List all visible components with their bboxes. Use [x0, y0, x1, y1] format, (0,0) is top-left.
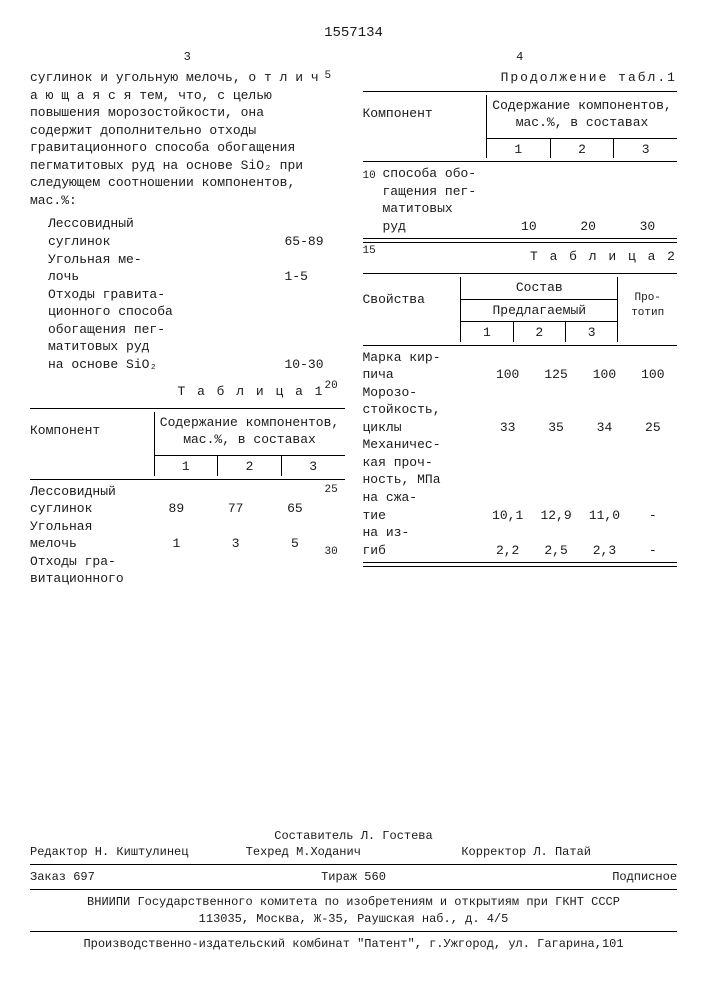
table-row: суглинок 89 77 65 — [30, 500, 325, 518]
footer-techred: Техред М.Ходанич — [246, 844, 462, 860]
line-marker-30: 30 — [325, 545, 345, 560]
footer-org1: ВНИИПИ Государственного комитета по изоб… — [30, 894, 677, 910]
left-column: 3 суглинок и угольную мелочь, о т л и ч … — [30, 49, 345, 588]
t1c-head-vals: Содержание компонентов, мас.%, в состава… — [487, 95, 677, 134]
table-row: матитовых — [383, 200, 678, 218]
t1-head-component: Компонент — [30, 412, 154, 476]
table2-label: Т а б л и ц а 2 — [383, 248, 678, 266]
doc-number: 1557134 — [30, 24, 677, 43]
table-row: Лессовидный — [30, 483, 325, 501]
footer-compiler: Составитель Л. Гостева — [30, 828, 677, 844]
table-row: витационного — [30, 570, 325, 588]
table-row: гащения пег- — [383, 183, 678, 201]
line-marker-5: 5 — [325, 69, 345, 209]
t2-head-prop: Свойства — [363, 277, 461, 342]
t1c-head-component: Компонент — [363, 95, 487, 159]
table1: Компонент Содержание компонентов, мас.%,… — [30, 408, 345, 588]
table1-cont: Компонент Содержание компонентов, мас.%,… — [363, 91, 678, 244]
right-column: 4 Продолжение табл.1 Компонент Содержани… — [363, 49, 678, 588]
line-marker-25: 25 — [325, 483, 345, 498]
table1-label: Т а б л и ц а 1 — [30, 383, 325, 401]
footer-editor: Редактор Н. Киштулинец — [30, 844, 246, 860]
t2-head-proto: Про-тотип — [618, 277, 677, 342]
t2-body: Марка кир- пича 100 125 100 100 Морозо- … — [363, 349, 678, 560]
footer: Составитель Л. Гостева Редактор Н. Кишту… — [30, 828, 677, 952]
component-list: Лессовидный суглинок65-89 Угольная ме- л… — [48, 215, 345, 373]
table-row: способа обо- — [383, 165, 678, 183]
table1-cont-label: Продолжение табл.1 — [363, 69, 678, 87]
table2: Свойства Состав Предлагаемый 1 2 3 Про-т… — [363, 273, 678, 567]
table-row: мелочь 1 3 5 — [30, 535, 325, 553]
paragraph: суглинок и угольную мелочь, о т л и ч а … — [30, 69, 325, 209]
table-row: Угольная — [30, 518, 325, 536]
footer-tirage: Тираж 560 — [246, 869, 462, 885]
main-content: 3 суглинок и угольную мелочь, о т л и ч … — [30, 49, 677, 588]
page-num-right: 4 — [363, 49, 678, 65]
line-marker-20: 20 — [325, 379, 345, 405]
footer-prod: Производственно-издательский комбинат "П… — [30, 936, 677, 952]
footer-podpis: Подписное — [461, 869, 677, 885]
table-row: руд 10 20 30 — [383, 218, 678, 236]
line-marker-15: 15 — [363, 244, 383, 270]
t1-head-vals: Содержание компонентов, мас.%, в состава… — [155, 412, 345, 451]
footer-org2: 113035, Москва, Ж-35, Раушская наб., д. … — [30, 911, 677, 927]
footer-corrector: Корректор Л. Патай — [461, 844, 677, 860]
page-num-left: 3 — [30, 49, 345, 65]
footer-order: Заказ 697 — [30, 869, 246, 885]
line-marker-10: 10 — [363, 165, 383, 235]
table-row: Отходы гра- — [30, 553, 325, 571]
